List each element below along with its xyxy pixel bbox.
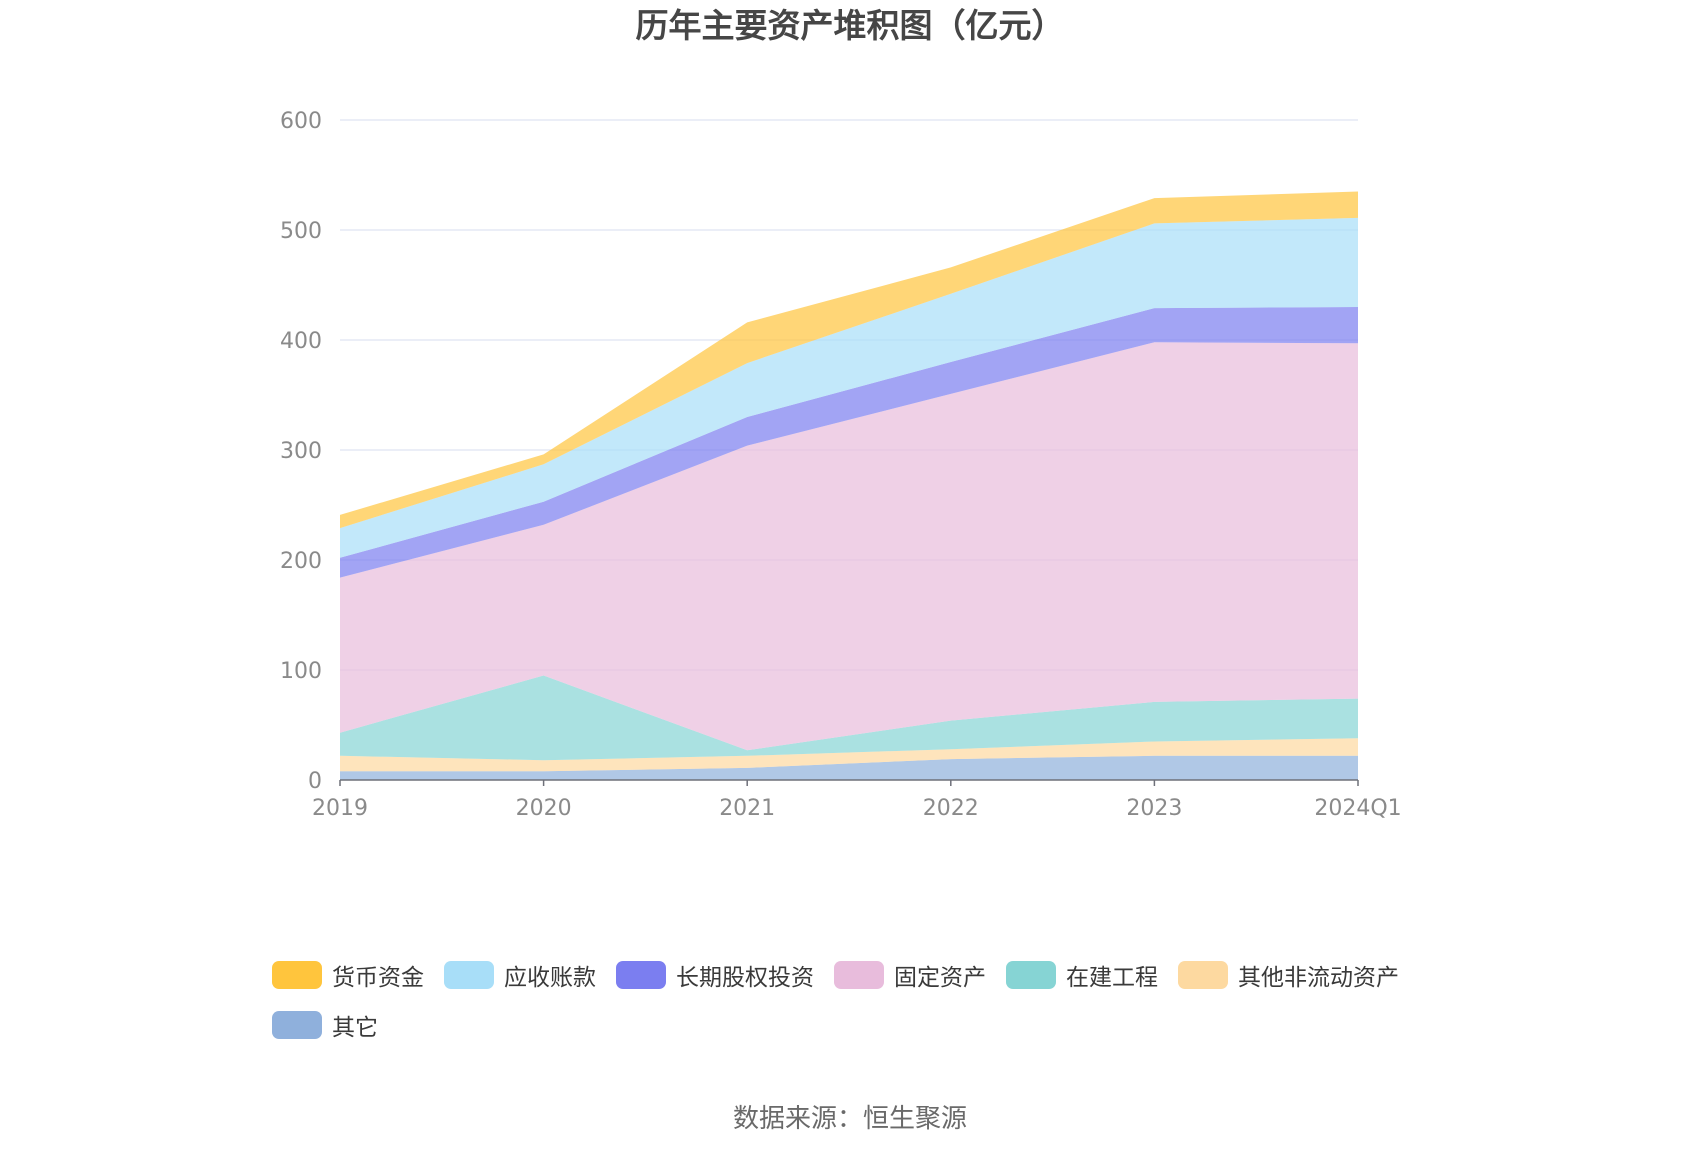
legend-swatch <box>616 961 666 989</box>
legend-label: 固定资产 <box>894 965 986 991</box>
source-note: 数据来源：恒生聚源 <box>732 1104 967 1134</box>
y-tick-label: 500 <box>280 219 322 244</box>
legend-label: 其它 <box>332 1015 378 1041</box>
legend-swatch <box>272 961 322 989</box>
x-tick-label: 2019 <box>312 796 368 821</box>
legend-item[interactable]: 货币资金 <box>272 958 424 992</box>
legend-item[interactable]: 应收账款 <box>444 958 596 992</box>
y-tick-label: 400 <box>280 329 322 354</box>
legend-item[interactable]: 在建工程 <box>1006 958 1158 992</box>
area-series-4[interactable] <box>340 307 1358 578</box>
area-series-6[interactable] <box>340 191 1358 529</box>
x-tick-label: 2022 <box>923 796 979 821</box>
y-tick-label: 100 <box>280 659 322 684</box>
y-tick-label: 0 <box>308 769 322 794</box>
legend-label: 其他非流动资产 <box>1238 965 1399 991</box>
y-tick-label: 300 <box>280 439 322 464</box>
area-series-0[interactable] <box>340 755 1358 780</box>
legend-label: 货币资金 <box>332 965 424 991</box>
area-series <box>340 191 1358 780</box>
axes: 2019 2020 2021 2022 2023 2024Q1 <box>312 779 1402 821</box>
legend-label: 长期股权投资 <box>676 965 814 991</box>
x-tick-label: 2021 <box>719 796 775 821</box>
legend-swatch <box>444 961 494 989</box>
legend-row: 其它 <box>272 1000 1472 1050</box>
legend-item[interactable]: 固定资产 <box>834 958 986 992</box>
area-series-2[interactable] <box>340 675 1358 761</box>
legend-swatch <box>1006 961 1056 989</box>
x-tick-label: 2020 <box>516 796 572 821</box>
legend-swatch <box>834 961 884 989</box>
legend-item[interactable]: 其它 <box>272 1008 378 1042</box>
y-tick-label: 200 <box>280 549 322 574</box>
legend-item[interactable]: 长期股权投资 <box>616 958 814 992</box>
legend-row: 货币资金 应收账款 长期股权投资 固定资产 在建工程 其他非流动资产 <box>272 950 1472 1000</box>
legend-label: 在建工程 <box>1066 965 1158 991</box>
y-tick-label: 600 <box>280 109 322 134</box>
chart-title: 历年主要资产堆积图（亿元） <box>635 6 1065 45</box>
legend-swatch <box>1178 961 1228 989</box>
x-tick-label: 2024Q1 <box>1314 796 1401 821</box>
legend-item[interactable]: 其他非流动资产 <box>1178 958 1399 992</box>
legend-swatch <box>272 1011 322 1039</box>
area-series-3[interactable] <box>340 342 1358 751</box>
area-series-1[interactable] <box>340 738 1358 772</box>
legend: 货币资金 应收账款 长期股权投资 固定资产 在建工程 其他非流动资产 其它 <box>272 950 1472 1050</box>
legend-label: 应收账款 <box>504 965 596 991</box>
area-series-5[interactable] <box>340 217 1358 558</box>
x-tick-label: 2023 <box>1126 796 1182 821</box>
